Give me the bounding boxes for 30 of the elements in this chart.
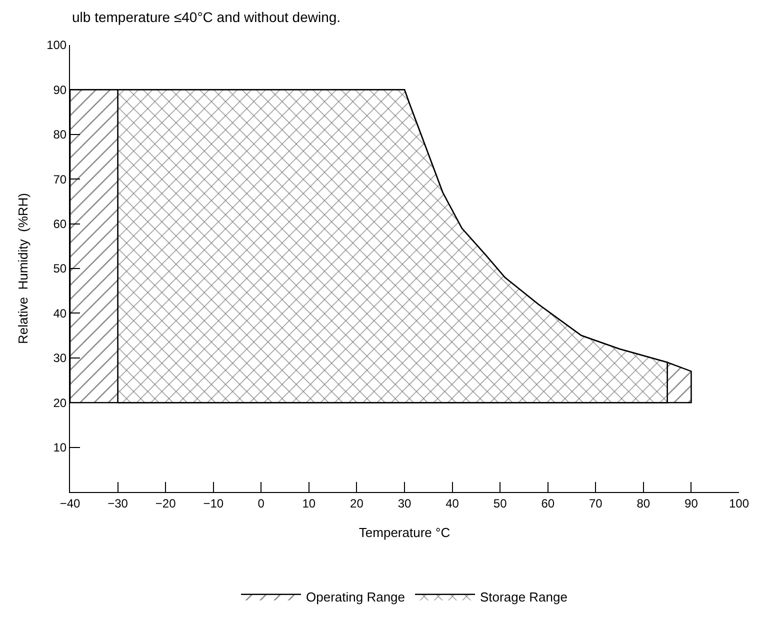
x-tick-label: 50 — [493, 496, 508, 510]
y-tick-label: 10 — [53, 440, 67, 454]
x-tick-label: 90 — [684, 496, 698, 510]
y-tick-label: 70 — [53, 172, 67, 186]
x-axis-title: Temperature °C — [358, 525, 450, 540]
text: ulb temperature ≤40°C and without dewing. — [72, 9, 341, 25]
y-tick-label: 100 — [46, 38, 67, 52]
y-tick-label: 90 — [53, 82, 67, 97]
x-tick-label: 10 — [302, 496, 316, 510]
x-tick-label: 0 — [258, 496, 265, 510]
x-tick-label: 60 — [541, 496, 555, 510]
y-tick-label: 60 — [53, 217, 67, 231]
y-tick-label: 80 — [53, 128, 67, 142]
x-tick-label: 100 — [728, 496, 750, 510]
x-tick-label: −30 — [108, 496, 128, 510]
x-tick-label: 30 — [398, 496, 412, 510]
legend-label: Operating Range — [306, 589, 406, 604]
legend-label: Storage Range — [480, 589, 568, 604]
x-tick-label: 40 — [446, 496, 460, 510]
x-tick-label: 20 — [350, 496, 364, 510]
y-axis-title: Relative Humidity (%RH) — [16, 193, 31, 344]
y-tick-label: 30 — [53, 351, 67, 366]
x-tick-label: 80 — [636, 496, 650, 510]
x-tick-label: 70 — [588, 496, 603, 510]
x-tick-label: −40 — [60, 496, 80, 510]
y-tick-label: 50 — [53, 262, 67, 276]
x-tick-label: −10 — [203, 496, 224, 510]
y-tick-label: 40 — [53, 306, 67, 320]
x-tick-label: −20 — [155, 496, 176, 510]
y-tick-label: 20 — [53, 396, 67, 410]
